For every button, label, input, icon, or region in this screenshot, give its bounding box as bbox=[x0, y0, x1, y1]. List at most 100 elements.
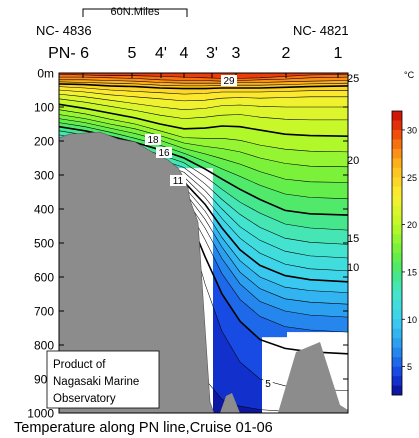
colorbar-tick-label: 15 bbox=[407, 267, 417, 277]
depth-tick-label: 400 bbox=[34, 203, 54, 217]
isotherm-label-text: 18 bbox=[147, 135, 159, 146]
isotherm-label-11: 11 bbox=[170, 175, 186, 187]
isotherm-label-text: 10 bbox=[347, 262, 359, 274]
colorbar-tick-label: 10 bbox=[407, 315, 417, 325]
station-label: 4 bbox=[180, 45, 189, 62]
temperature-band-23-24 bbox=[59, 86, 348, 101]
colorbar-swatch bbox=[392, 376, 402, 386]
temperature-band-16-17 bbox=[59, 118, 348, 199]
chart-title: Temperature along PN line,Cruise 01-06 bbox=[14, 420, 273, 436]
colorbar-tick-label: 25 bbox=[407, 173, 417, 183]
station-label: 1 bbox=[334, 45, 343, 62]
isotherm-label-text: 16 bbox=[158, 148, 170, 159]
depth-tick-label: 700 bbox=[34, 305, 54, 319]
seafloor-bathymetry bbox=[59, 131, 348, 413]
isotherm-label-10: 10 bbox=[347, 262, 359, 274]
station-label: 5 bbox=[128, 45, 137, 62]
colorbar-swatch bbox=[392, 224, 402, 235]
colorbar-swatch bbox=[392, 167, 402, 178]
colorbar-swatch bbox=[392, 290, 402, 301]
colorbar-swatches bbox=[392, 111, 402, 396]
depth-tick-label: 100 bbox=[34, 101, 54, 115]
colorbar-swatch bbox=[392, 186, 402, 197]
isotherm-label-text: 5 bbox=[265, 379, 271, 390]
colorbar-swatch bbox=[392, 196, 402, 206]
isotherm-label-text: 29 bbox=[223, 76, 235, 87]
distance-scale-bar: 60N.Miles bbox=[82, 6, 188, 18]
colorbar-swatch bbox=[392, 158, 402, 169]
deep-rise bbox=[278, 342, 348, 413]
temperature-band-19-20 bbox=[59, 104, 348, 152]
isotherm-24 bbox=[59, 86, 348, 95]
colorbar-swatch bbox=[392, 262, 402, 273]
colorbar-tick-label: 5 bbox=[407, 362, 412, 372]
colorbar-swatch bbox=[392, 205, 402, 216]
colorbar-swatch bbox=[392, 139, 402, 150]
isotherm-label-text: 25 bbox=[347, 73, 359, 85]
isotherm-label-text: 20 bbox=[347, 155, 359, 167]
colorbar-swatch bbox=[392, 300, 402, 311]
station-code-left: NC- 4836 bbox=[36, 23, 92, 38]
colorbar-swatch bbox=[392, 148, 402, 159]
isotherm-label-bg bbox=[263, 378, 273, 389]
isotherm-27 bbox=[59, 79, 348, 84]
colorbar-swatch bbox=[392, 111, 402, 121]
isotherm-20 bbox=[59, 103, 348, 137]
colorbar-swatch bbox=[392, 366, 402, 377]
isotherm-25 bbox=[59, 83, 348, 90]
temperature-band-13-14 bbox=[59, 130, 348, 245]
isotherm-label-5: 5 bbox=[263, 378, 273, 390]
depth-tick-label: 500 bbox=[34, 237, 54, 251]
isotherm-28 bbox=[59, 76, 348, 82]
isotherm-label-bg bbox=[170, 175, 186, 186]
colorbar-tick-label: 20 bbox=[407, 220, 417, 230]
station-label: 4' bbox=[155, 45, 167, 62]
temperature-band-12-13 bbox=[59, 134, 348, 258]
colorbar-frame bbox=[391, 110, 403, 396]
colorbar-swatch bbox=[392, 243, 402, 254]
isotherm-label-29: 29 bbox=[221, 75, 237, 87]
isotherm-26 bbox=[59, 81, 348, 87]
isotherm-21 bbox=[59, 98, 348, 121]
depth-tick-label: 0m bbox=[37, 67, 54, 81]
station-axis: PN- 6 5 4' 4 3' 3 2 1 bbox=[48, 45, 343, 78]
colorbar-swatch bbox=[392, 215, 402, 225]
temperature-band-15-16 bbox=[59, 122, 348, 216]
isotherm-label-16: 16 bbox=[156, 147, 172, 159]
colorbar-swatch bbox=[392, 177, 402, 188]
depth-tick-label: 200 bbox=[34, 135, 54, 149]
isotherm-labels: 29 25 20 18 16 15 11 10 5 bbox=[145, 73, 359, 390]
colorbar-swatch bbox=[392, 253, 402, 263]
colorbar-unit: °C bbox=[404, 70, 415, 80]
colorbar-swatch bbox=[392, 338, 402, 348]
temperature-band-29-31 bbox=[59, 73, 348, 79]
isotherm-label-bg bbox=[221, 75, 237, 86]
isotherm-19 bbox=[59, 109, 348, 153]
isotherm-23 bbox=[59, 89, 348, 102]
colorbar-swatch bbox=[392, 309, 402, 320]
colorbar-tick-label: 30 bbox=[407, 125, 417, 135]
continental-slope bbox=[59, 131, 215, 413]
isotherm-label-bg bbox=[156, 147, 172, 158]
isotherm-label-20: 20 bbox=[347, 155, 359, 167]
isotherm-label-bg bbox=[145, 134, 161, 145]
colorbar-swatch bbox=[392, 357, 402, 367]
colorbar-ticks: 30 25 20 15 10 5 bbox=[402, 125, 417, 372]
station-label: 2 bbox=[282, 45, 291, 62]
colorbar-swatch bbox=[392, 319, 402, 330]
colorbar-swatch bbox=[392, 328, 402, 339]
temperature-band-11-12 bbox=[59, 139, 348, 271]
isotherm-22 bbox=[59, 93, 348, 110]
isotherm-29 bbox=[59, 74, 348, 79]
colorbar-swatch bbox=[392, 347, 402, 358]
colorbar: °C 30 25 20 15 10 5 bbox=[391, 70, 417, 396]
isotherm-label-text: 11 bbox=[173, 176, 184, 187]
colorbar-swatch bbox=[392, 271, 402, 282]
temperature-band-18-19 bbox=[59, 109, 348, 167]
depth-tick-label: 300 bbox=[34, 169, 54, 183]
colorbar-swatch bbox=[392, 120, 402, 131]
isotherm-label-18: 18 bbox=[145, 134, 161, 146]
deep-basin-gap-floor bbox=[220, 393, 240, 413]
